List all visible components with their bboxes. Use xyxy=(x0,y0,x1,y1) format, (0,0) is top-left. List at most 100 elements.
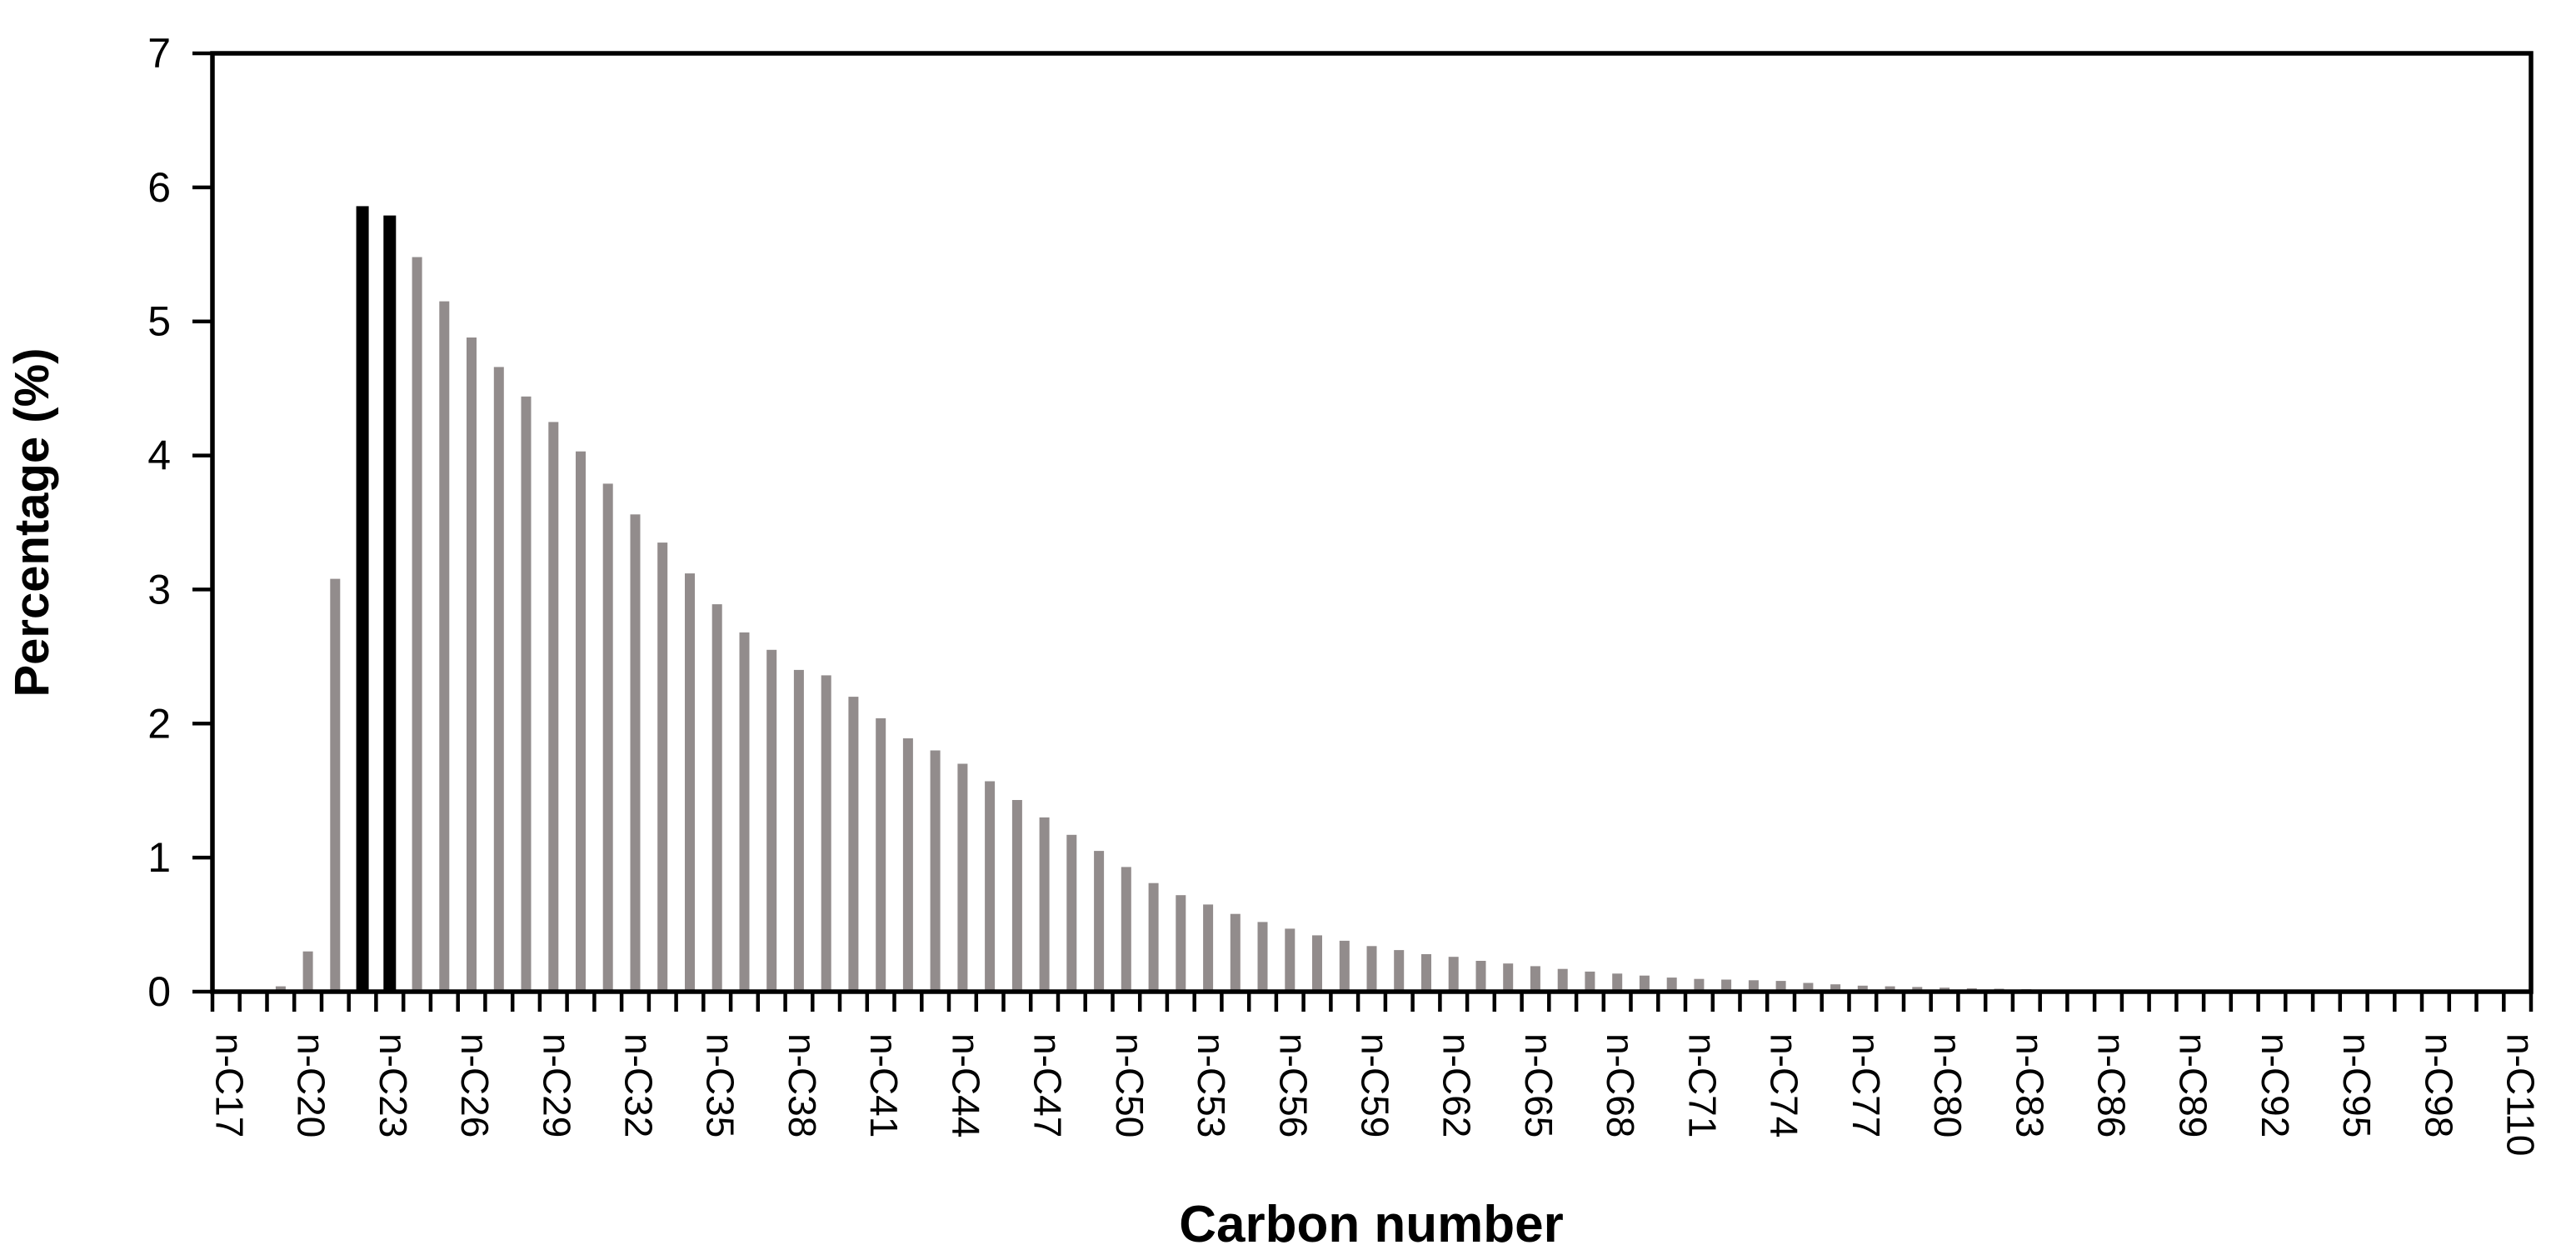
x-tick-label: n-C35 xyxy=(699,1033,742,1138)
bar-n-C33 xyxy=(657,542,668,992)
x-tick-label: n-C62 xyxy=(1435,1033,1479,1138)
bar-n-C55 xyxy=(1257,922,1268,992)
y-tick-label: 6 xyxy=(147,164,171,211)
bar-n-C31 xyxy=(602,483,613,992)
bar-n-C22 xyxy=(356,206,369,992)
bar-n-C25 xyxy=(439,301,450,992)
bar-n-C61 xyxy=(1421,954,1431,992)
bar-n-C73 xyxy=(1748,980,1759,992)
x-tick-label: n-C86 xyxy=(2090,1033,2134,1138)
bar-n-C70 xyxy=(1666,978,1677,992)
y-tick-label: 5 xyxy=(147,298,171,345)
x-tick-label: n-C38 xyxy=(781,1033,824,1138)
x-tick-label: n-C23 xyxy=(372,1033,415,1138)
bar-n-C59 xyxy=(1366,946,1377,992)
bar-n-C38 xyxy=(793,669,804,992)
bar-n-C65 xyxy=(1530,966,1540,992)
bar-n-C74 xyxy=(1775,981,1786,992)
x-tick-label: n-C68 xyxy=(1599,1033,1642,1138)
plot-border xyxy=(210,51,2534,994)
bar-n-C21 xyxy=(330,578,341,992)
bar-n-C40 xyxy=(848,697,859,992)
bar-n-C79 xyxy=(1912,987,1923,992)
bar-n-C62 xyxy=(1448,957,1459,992)
bar-n-C77 xyxy=(1857,985,1868,992)
y-tick-label: 7 xyxy=(147,30,171,77)
bar-n-C72 xyxy=(1721,979,1732,992)
bar-n-C34 xyxy=(685,573,695,992)
bar-n-C19 xyxy=(275,986,286,992)
x-tick-label: n-C50 xyxy=(1108,1033,1151,1138)
x-tick-label: n-C110 xyxy=(2499,1033,2543,1156)
x-tick-label: n-C56 xyxy=(1271,1033,1315,1138)
x-tick-label: n-C77 xyxy=(1845,1033,1888,1138)
y-tick-label: 1 xyxy=(147,834,171,881)
bar-n-C50 xyxy=(1121,867,1131,992)
bar-n-C58 xyxy=(1339,940,1350,992)
x-tick-label: n-C65 xyxy=(1517,1033,1560,1138)
x-tick-label: n-C29 xyxy=(535,1033,578,1138)
x-tick-label: n-C83 xyxy=(2008,1033,2051,1138)
bar-n-C32 xyxy=(630,514,641,992)
bar-n-C42 xyxy=(902,738,913,992)
y-tick-label: 3 xyxy=(147,566,171,612)
bar-n-C54 xyxy=(1230,913,1241,992)
y-tick-label: 2 xyxy=(147,700,171,747)
bar-n-C76 xyxy=(1830,984,1841,992)
y-tick-label: 4 xyxy=(147,432,171,479)
bar-n-C63 xyxy=(1475,961,1486,992)
x-axis-title: Carbon number xyxy=(1179,1196,1564,1253)
y-axis-title: Percentage (%) xyxy=(5,348,59,697)
x-tick-label: n-C53 xyxy=(1190,1033,1233,1138)
bar-n-C53 xyxy=(1203,904,1214,992)
x-tick-label: n-C44 xyxy=(944,1033,987,1138)
bar-n-C64 xyxy=(1503,963,1514,992)
bar-n-C20 xyxy=(302,951,313,992)
bar-n-C49 xyxy=(1094,851,1105,992)
x-tick-label: n-C89 xyxy=(2172,1033,2215,1138)
bar-n-C27 xyxy=(493,367,504,992)
bar-n-C30 xyxy=(576,451,586,992)
bar-n-C45 xyxy=(985,781,996,992)
x-tick-label: n-C47 xyxy=(1026,1033,1070,1138)
x-tick-label: n-C95 xyxy=(2335,1033,2379,1138)
bar-n-C35 xyxy=(711,604,722,992)
bar-n-C46 xyxy=(1011,800,1022,992)
plot-area: n-C17 n-C20 n-C23 n-C26 n-C29 n-C32 n-C35 n-C38… xyxy=(147,30,2542,1156)
bar-n-C52 xyxy=(1176,895,1186,992)
bar-n-C47 xyxy=(1039,817,1050,992)
bar-n-C57 xyxy=(1312,935,1322,992)
bar-n-C28 xyxy=(521,396,532,992)
bar-n-C68 xyxy=(1612,973,1623,992)
x-tick-label: n-C17 xyxy=(207,1033,251,1138)
bar-n-C37 xyxy=(766,649,777,992)
bar-n-C67 xyxy=(1585,971,1595,992)
bar-n-C23 xyxy=(383,215,397,992)
bar-n-C26 xyxy=(467,338,477,992)
bar-n-C44 xyxy=(957,763,968,992)
bar-n-C29 xyxy=(548,422,559,992)
x-tick-label: n-C71 xyxy=(1680,1033,1724,1138)
x-tick-label: n-C92 xyxy=(2254,1033,2297,1138)
y-tick-label: 0 xyxy=(147,968,171,1015)
x-tick-label: n-C41 xyxy=(862,1033,906,1138)
x-tick-label: n-C20 xyxy=(290,1033,333,1138)
bar-n-C41 xyxy=(876,718,886,992)
bar-n-C39 xyxy=(821,675,831,992)
bar-n-C43 xyxy=(930,750,941,992)
bar-n-C66 xyxy=(1557,968,1568,992)
bar-n-C75 xyxy=(1803,982,1814,992)
bar-n-C36 xyxy=(739,632,750,992)
x-tick-label: n-C32 xyxy=(617,1033,661,1138)
x-tick-label: n-C74 xyxy=(1763,1033,1806,1138)
bar-n-C56 xyxy=(1285,928,1295,992)
bar-n-C69 xyxy=(1639,975,1650,992)
bar-n-C60 xyxy=(1394,950,1405,992)
bar-n-C24 xyxy=(412,257,422,992)
x-tick-label: n-C59 xyxy=(1354,1033,1397,1138)
bar-n-C51 xyxy=(1148,882,1159,992)
x-tick-label: n-C26 xyxy=(453,1033,497,1138)
x-tick-label: n-C80 xyxy=(1926,1033,1969,1138)
